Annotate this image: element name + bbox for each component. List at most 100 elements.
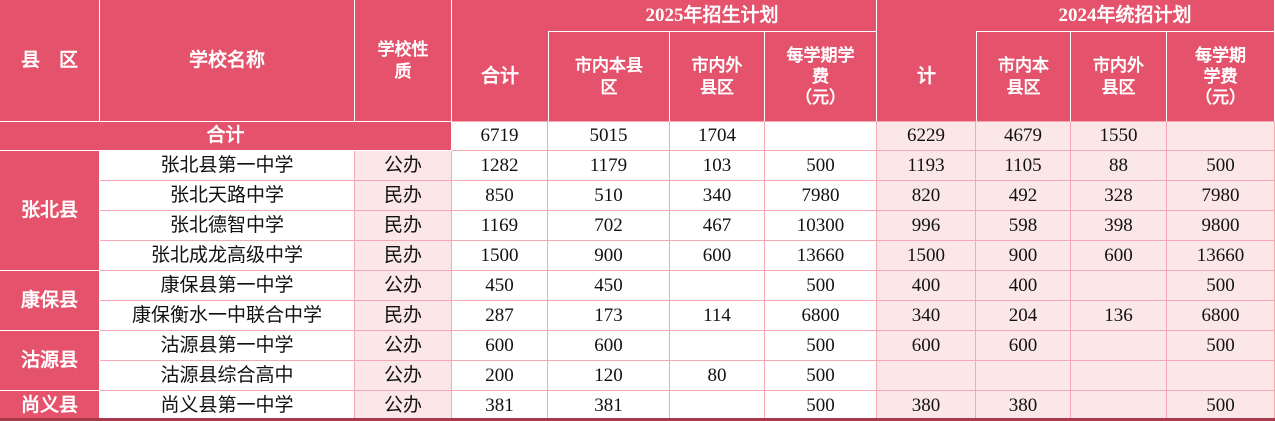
plan-2024-local-cell: 400 (976, 271, 1071, 301)
summary-row: 合计 6719 5015 1704 6229 4679 1550 (0, 122, 1275, 151)
header-row-group: 县 区学校名称 学校性 质合计 2025年招生计划计 2024年统招计划 (0, 0, 1275, 122)
plan-2025-total-cell: 1282 (452, 151, 548, 181)
plan-2024-local-cell (976, 361, 1071, 391)
plan-2025-total-cell: 850 (452, 181, 548, 211)
plan-2025-fee-cell: 13660 (765, 241, 877, 271)
plan-2024-fee-cell: 500 (1167, 391, 1275, 421)
plan-2024-local-cell: 380 (976, 391, 1071, 421)
summary-plan-2025-fee-cell (765, 122, 877, 151)
school-name-cell: 张北天路中学 (100, 181, 355, 211)
county-cell: 康保县 (0, 271, 100, 331)
plan-2025-total-cell: 287 (452, 301, 548, 331)
plan-2025-nonlocal-cell (670, 271, 765, 301)
school-row: 康保县 康保县第一中学 公办 450 450 500 400 400 500 (0, 271, 1275, 331)
plan-2025-total-cell: 600 (452, 331, 548, 361)
plan-2024-nonlocal-cell: 88 (1071, 151, 1167, 181)
plan-2024-total-cell: 400 (877, 271, 976, 301)
plan-2024-local-cell: 1105 (976, 151, 1071, 181)
school-row: 沽源县 沽源县第一中学 公办 600 600 500 600 600 500 (0, 331, 1275, 391)
plan-2024-total-cell: 600 (877, 331, 976, 361)
plan-2025-fee-cell: 500 (765, 361, 877, 391)
table-body: 合计 6719 5015 1704 6229 4679 1550 张北县 张北县第一中学 公办 12… (0, 122, 1275, 421)
plan-2025-local-cell: 702 (548, 211, 670, 241)
summary-plan-2024-local-cell: 4679 (976, 122, 1071, 151)
plan-2025-fee-cell: 10300 (765, 211, 877, 241)
plan-2024-fee-cell: 9800 (1167, 211, 1275, 241)
header-2025-fee: 每学期学 费 （元） (765, 32, 877, 122)
header-group-2024: 2024年统招计划 (976, 0, 1275, 32)
header-2024-fee: 每学期 学费 （元） (1167, 32, 1275, 122)
school-type-cell: 民办 (355, 241, 452, 271)
summary-plan-2024-fee-cell (1167, 122, 1275, 151)
school-row: 张北德智中学 民办 1169 702 467 10300 996 598 398 9800 (0, 211, 1275, 241)
plan-2025-total-cell: 1169 (452, 211, 548, 241)
school-type-cell: 公办 (355, 361, 452, 391)
school-name-cell: 沽源县综合高中 (100, 361, 355, 391)
county-cell: 尚义县 (0, 391, 100, 421)
header-2025-total: 合计 (452, 0, 548, 122)
school-type-cell: 公办 (355, 391, 452, 421)
plan-2024-total-cell: 340 (877, 301, 976, 331)
plan-2024-total-cell: 820 (877, 181, 976, 211)
plan-2024-nonlocal-cell: 328 (1071, 181, 1167, 211)
plan-2025-local-cell: 120 (548, 361, 670, 391)
header-2024-nonlocal: 市内外 县区 (1071, 32, 1167, 122)
school-row: 张北天路中学 民办 850 510 340 7980 820 492 328 7980 (0, 181, 1275, 211)
county-cell: 沽源县 (0, 331, 100, 391)
plan-2025-total-cell: 450 (452, 271, 548, 301)
plan-2024-nonlocal-cell (1071, 331, 1167, 361)
school-type-cell: 公办 (355, 271, 452, 301)
summary-plan-2024-total-cell: 6229 (877, 122, 976, 151)
school-name-cell: 张北县第一中学 (100, 151, 355, 181)
plan-2024-fee-cell (1167, 361, 1275, 391)
plan-2025-local-cell: 450 (548, 271, 670, 301)
plan-2024-total-cell (877, 361, 976, 391)
plan-2024-fee-cell: 500 (1167, 151, 1275, 181)
header-2024-local: 市内本 县区 (976, 32, 1071, 122)
plan-2025-nonlocal-cell: 103 (670, 151, 765, 181)
plan-2025-nonlocal-cell: 80 (670, 361, 765, 391)
school-name-cell: 张北成龙高级中学 (100, 241, 355, 271)
school-type-cell: 公办 (355, 151, 452, 181)
plan-2024-local-cell: 900 (976, 241, 1071, 271)
school-name-cell: 康保衡水一中联合中学 (100, 301, 355, 331)
plan-2024-fee-cell: 500 (1167, 331, 1275, 361)
plan-2025-local-cell: 173 (548, 301, 670, 331)
plan-2024-fee-cell: 500 (1167, 271, 1275, 301)
plan-2024-total-cell: 1500 (877, 241, 976, 271)
plan-2024-total-cell: 1193 (877, 151, 976, 181)
plan-2025-nonlocal-cell (670, 331, 765, 361)
summary-plan-2025-local-cell: 5015 (548, 122, 670, 151)
school-name-cell: 康保县第一中学 (100, 271, 355, 301)
plan-2025-total-cell: 1500 (452, 241, 548, 271)
plan-2025-local-cell: 1179 (548, 151, 670, 181)
plan-2024-nonlocal-cell (1071, 271, 1167, 301)
school-row: 康保衡水一中联合中学 民办 287 173 114 6800 340 204 136 6800 (0, 301, 1275, 331)
plan-2024-nonlocal-cell (1071, 361, 1167, 391)
plan-2025-local-cell: 600 (548, 331, 670, 361)
plan-2024-local-cell: 204 (976, 301, 1071, 331)
plan-2024-local-cell: 600 (976, 331, 1071, 361)
plan-2024-local-cell: 598 (976, 211, 1071, 241)
header-2025-nonlocal: 市内外 县区 (670, 32, 765, 122)
plan-2024-fee-cell: 7980 (1167, 181, 1275, 211)
header-school-name: 学校名称 (100, 0, 355, 122)
plan-2025-fee-cell: 500 (765, 271, 877, 301)
plan-2025-total-cell: 200 (452, 361, 548, 391)
plan-2024-nonlocal-cell (1071, 391, 1167, 421)
plan-2024-fee-cell: 13660 (1167, 241, 1275, 271)
table-header: 县 区学校名称 学校性 质合计 2025年招生计划计 2024年统招计划 市内本县 区市… (0, 0, 1275, 122)
school-row: 张北成龙高级中学 民办 1500 900 600 13660 1500 900 600 13660 (0, 241, 1275, 271)
school-type-cell: 民办 (355, 211, 452, 241)
header-2024-total: 计 (877, 0, 976, 122)
summary-plan-2024-nonlocal-cell: 1550 (1071, 122, 1167, 151)
header-school-type: 学校性 质 (355, 0, 452, 122)
plan-2024-nonlocal-cell: 600 (1071, 241, 1167, 271)
plan-2024-total-cell: 380 (877, 391, 976, 421)
plan-2025-fee-cell: 500 (765, 151, 877, 181)
plan-2024-fee-cell: 6800 (1167, 301, 1275, 331)
plan-2025-nonlocal-cell: 467 (670, 211, 765, 241)
school-name-cell: 沽源县第一中学 (100, 331, 355, 361)
